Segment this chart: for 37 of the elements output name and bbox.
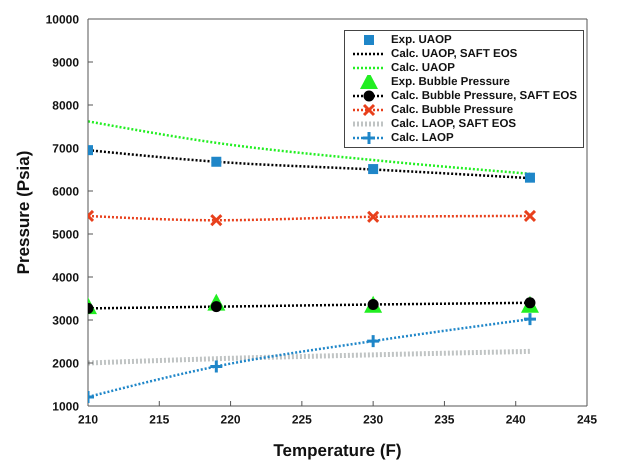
x-tick-label: 220 <box>220 412 241 427</box>
point <box>524 172 535 183</box>
legend-label: Calc. UAOP <box>391 62 455 74</box>
legend-label: Calc. LAOP, SAFT EOS <box>391 118 516 130</box>
legend-label: Calc. Bubble Pressure <box>391 104 514 116</box>
y-tick-label: 9000 <box>52 55 80 70</box>
y-tick-label: 7000 <box>52 141 80 156</box>
point <box>208 358 224 374</box>
point <box>523 209 536 222</box>
x-axis-title: Temperature (F) <box>273 441 402 460</box>
x-tick-label: 225 <box>292 412 312 427</box>
legend-label: Calc. Bubble Pressure, SAFT EOS <box>391 90 577 102</box>
y-tick-label: 8000 <box>52 98 80 112</box>
x-tick-label: 230 <box>363 412 384 427</box>
x-tick-label: 235 <box>434 412 455 427</box>
point <box>211 156 222 167</box>
y-tick-label: 3000 <box>52 313 80 328</box>
x-tick-label: 245 <box>576 412 598 427</box>
y-tick-label: 2000 <box>52 356 80 370</box>
x-tick-label: 215 <box>149 412 170 427</box>
legend-label: Exp. Bubble Pressure <box>391 76 510 88</box>
y-tick-label: 4000 <box>52 270 80 284</box>
y-tick-label: 5000 <box>52 227 80 242</box>
point <box>366 334 381 349</box>
y-tick-label: 10000 <box>46 12 80 26</box>
point <box>368 164 378 174</box>
y-tick-label: 6000 <box>52 184 80 198</box>
legend-label: Calc. LAOP <box>391 132 454 144</box>
legend-label: Exp. UAOP <box>391 34 452 46</box>
y-tick-label: 1000 <box>52 399 80 414</box>
point <box>210 214 223 227</box>
point <box>366 210 380 224</box>
legend-label: Calc. UAOP, SAFT EOS <box>391 48 518 60</box>
x-tick-label: 210 <box>78 412 98 427</box>
x-tick-label: 240 <box>506 412 526 427</box>
point <box>522 312 538 327</box>
y-axis-title: Pressure (Psia) <box>14 150 34 274</box>
